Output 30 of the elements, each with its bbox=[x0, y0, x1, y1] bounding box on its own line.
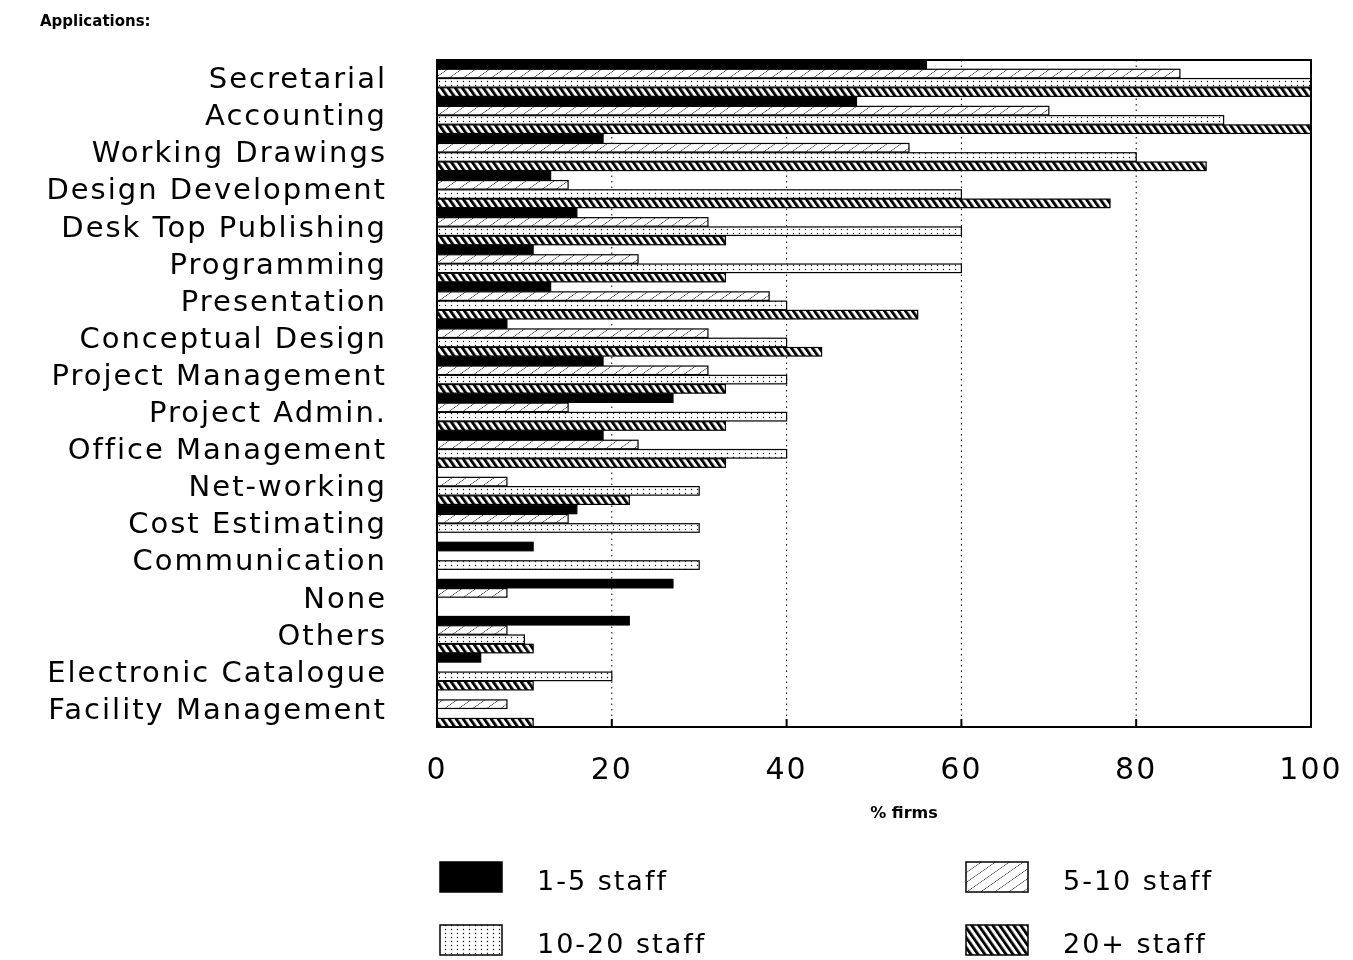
x-tick-label: 0 bbox=[426, 751, 448, 786]
x-tick-label: 100 bbox=[1279, 751, 1343, 786]
y-tick-label: Project Management bbox=[51, 357, 387, 392]
y-tick-label: Programming bbox=[169, 246, 387, 281]
x-tick-label: 80 bbox=[1115, 751, 1158, 786]
y-tick-label: Project Admin. bbox=[148, 395, 387, 430]
y-tick-label: Presentation bbox=[180, 283, 387, 318]
legend-label: 5-10 staff bbox=[1063, 865, 1214, 896]
y-tick-label: None bbox=[303, 580, 387, 615]
x-tick-label: 40 bbox=[765, 751, 808, 786]
y-tick-label: Accounting bbox=[205, 98, 387, 133]
y-tick-label: Others bbox=[277, 617, 387, 652]
y-tick-label: Office Management bbox=[67, 432, 387, 467]
x-axis-title: % firms bbox=[870, 803, 938, 822]
y-tick-label: Electronic Catalogue bbox=[47, 654, 387, 689]
y-tick-label: Working Drawings bbox=[91, 135, 387, 170]
legend-label: 1-5 staff bbox=[537, 865, 668, 896]
y-tick-label: Design Development bbox=[46, 172, 387, 207]
x-tick-label: 20 bbox=[590, 751, 633, 786]
text: Applications: bbox=[40, 12, 151, 30]
x-tick-label: 60 bbox=[940, 751, 983, 786]
y-tick-label: Communication bbox=[132, 543, 387, 578]
y-tick-label: Facility Management bbox=[48, 691, 387, 726]
y-tick-label: Net-working bbox=[188, 469, 387, 504]
y-tick-label: Secretarial bbox=[208, 61, 387, 96]
y-tick-label: Cost Estimating bbox=[128, 506, 387, 541]
y-tick-label: Conceptual Design bbox=[79, 320, 387, 355]
legend-label: 10-20 staff bbox=[537, 928, 707, 959]
y-tick-label: Desk Top Publishing bbox=[61, 209, 387, 244]
legend-label: 20+ staff bbox=[1063, 928, 1207, 959]
